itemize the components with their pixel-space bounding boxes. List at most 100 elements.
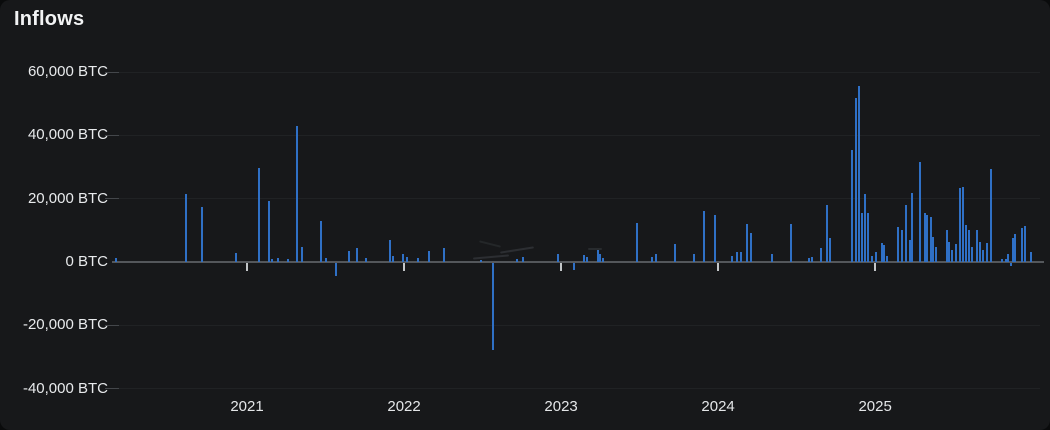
inflow-bar[interactable] [790,224,792,262]
inflow-bar[interactable] [1021,228,1023,262]
inflow-bar[interactable] [808,258,810,262]
inflow-bar[interactable] [731,255,733,262]
inflow-bar[interactable] [932,236,934,262]
inflow-bar[interactable] [1001,259,1003,262]
inflow-bar[interactable] [185,193,187,262]
inflow-bar[interactable] [858,86,860,262]
inflow-bar[interactable] [909,239,911,262]
inflow-bar[interactable] [402,254,404,262]
inflow-bar[interactable] [911,193,913,262]
inflow-bar[interactable] [714,215,716,262]
inflow-bar[interactable] [586,257,588,262]
inflow-bar[interactable] [325,257,327,262]
inflow-bar[interactable] [829,237,831,262]
inflow-bar[interactable] [674,243,676,262]
inflow-bar[interactable] [480,259,482,262]
inflow-bar[interactable] [417,257,419,262]
inflow-bar[interactable] [962,187,964,262]
inflow-bar[interactable] [1007,254,1009,262]
inflow-bar[interactable] [258,168,260,262]
inflow-bar[interactable] [516,258,518,262]
inflow-bar[interactable] [522,257,524,262]
inflow-bar[interactable] [820,248,822,262]
inflow-bar[interactable] [1012,237,1014,262]
inflow-bar[interactable] [115,258,117,262]
inflow-bar[interactable] [301,247,303,262]
inflow-bar[interactable] [277,257,279,262]
inflow-bar[interactable] [428,250,430,262]
inflow-bar[interactable] [886,255,888,262]
inflow-bar[interactable] [919,162,921,262]
inflow-bar[interactable] [599,254,601,262]
inflow-bar[interactable] [392,255,394,262]
inflow-bar[interactable] [1010,263,1012,267]
inflow-bar[interactable] [971,247,973,262]
inflow-bar[interactable] [881,243,883,262]
inflow-bar[interactable] [955,243,957,262]
inflow-bar[interactable] [320,221,322,262]
inflow-bar[interactable] [905,205,907,262]
inflow-bar[interactable] [703,211,705,262]
inflow-bar[interactable] [356,248,358,262]
inflow-bar[interactable] [982,249,984,262]
inflow-bar[interactable] [573,263,575,270]
inflow-bar[interactable] [651,257,653,262]
inflow-bar[interactable] [655,254,657,262]
inflow-bar[interactable] [811,257,813,262]
inflow-bar[interactable] [871,255,873,262]
inflow-bar[interactable] [951,249,953,262]
inflow-bar[interactable] [235,253,237,262]
inflow-bar[interactable] [348,251,350,262]
inflow-bar[interactable] [365,258,367,262]
inflow-bar[interactable] [771,254,773,262]
inflow-bar[interactable] [926,214,928,262]
inflow-bar[interactable] [976,230,978,262]
inflow-bar[interactable] [948,242,950,262]
inflow-bar[interactable] [406,257,408,262]
inflow-bar[interactable] [990,169,992,262]
inflow-bar[interactable] [693,254,695,262]
inflow-bar[interactable] [602,257,604,262]
inflow-bar[interactable] [901,230,903,262]
inflow-bar[interactable] [597,249,599,262]
inflow-bar[interactable] [389,239,391,262]
inflow-bar[interactable] [826,205,828,262]
inflow-bar[interactable] [968,230,970,262]
inflow-bar[interactable] [583,255,585,262]
inflow-bar[interactable] [946,230,948,262]
inflow-bar[interactable] [636,223,638,262]
inflow-bar[interactable] [979,242,981,262]
inflow-bar[interactable] [965,224,967,262]
inflow-bar[interactable] [740,251,742,262]
inflow-bar[interactable] [287,259,289,262]
inflow-bar[interactable] [897,227,899,262]
inflow-bar[interactable] [867,213,869,262]
inflow-bar[interactable] [930,217,932,262]
inflow-bar[interactable] [271,259,273,262]
inflow-bar[interactable] [443,248,445,262]
inflow-bar[interactable] [861,213,863,262]
inflow-bar[interactable] [750,233,752,262]
inflow-bar[interactable] [746,224,748,262]
inflow-bar[interactable] [1030,252,1032,262]
inflow-bar[interactable] [1005,258,1007,262]
inflow-bar[interactable] [883,244,885,262]
inflow-bar[interactable] [959,188,961,262]
inflow-bar[interactable] [864,194,866,262]
inflow-bar[interactable] [1024,226,1026,262]
inflow-bar[interactable] [296,125,298,262]
inflow-bar[interactable] [986,243,988,262]
inflow-bar[interactable] [492,263,494,351]
inflow-bar[interactable] [935,247,937,262]
inflow-bar[interactable] [335,263,337,276]
inflow-bar[interactable] [268,201,270,262]
inflow-bar[interactable] [875,252,877,262]
x-axis-label: 2023 [544,398,578,415]
inflow-bar[interactable] [557,254,559,262]
inflow-bar[interactable] [924,213,926,262]
inflow-bar[interactable] [851,150,853,262]
inflow-bar[interactable] [201,207,203,262]
inflow-bar[interactable] [736,252,738,262]
inflow-bar[interactable] [1014,234,1016,262]
inflow-bar[interactable] [855,98,857,262]
